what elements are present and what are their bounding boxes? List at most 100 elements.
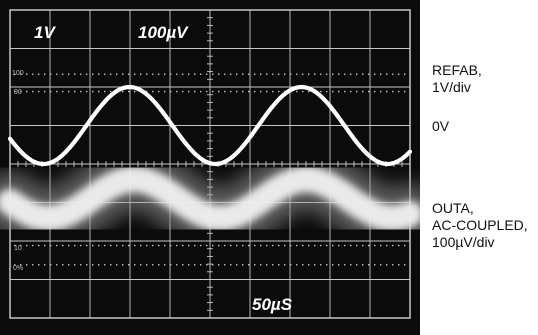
- marker-dot: [92, 90, 94, 93]
- marker-dot: [98, 73, 100, 75]
- marker-dot: [62, 90, 64, 93]
- marker-dot: [158, 90, 160, 93]
- marker-100-label: 100: [12, 70, 24, 77]
- marker-dot: [194, 244, 196, 247]
- marker-dot: [392, 73, 394, 75]
- marker-dot: [266, 264, 268, 266]
- marker-dot: [206, 73, 208, 75]
- marker-dot: [326, 73, 328, 75]
- marker-dot: [350, 264, 352, 266]
- marker-dot: [404, 90, 406, 93]
- marker-dot: [86, 244, 88, 247]
- marker-dot: [320, 264, 322, 266]
- marker-dot: [374, 264, 376, 266]
- marker-dot: [320, 244, 322, 247]
- marker-dot: [38, 73, 40, 75]
- ch2-channel-label: OUTA, AC-COUPLED, 100µV/div: [432, 200, 528, 250]
- marker-dot: [284, 73, 286, 75]
- ch1-scale-label: 1V: [34, 23, 56, 42]
- marker-dot: [56, 73, 58, 75]
- marker-dot: [332, 264, 334, 266]
- marker-dot: [398, 264, 400, 266]
- marker-dot: [350, 90, 352, 93]
- marker-dot: [332, 244, 334, 247]
- marker-dot: [224, 90, 226, 93]
- marker-dot: [386, 264, 388, 266]
- marker-dot: [86, 90, 88, 93]
- marker-dot: [242, 90, 244, 93]
- marker-dot: [278, 73, 280, 75]
- marker-dot: [350, 244, 352, 247]
- marker-dot: [56, 90, 58, 93]
- marker-dot: [362, 244, 364, 247]
- marker-dot: [326, 264, 328, 266]
- marker-dot: [278, 244, 280, 247]
- marker-dot: [200, 264, 202, 266]
- marker-dot: [296, 264, 298, 266]
- marker-dot: [74, 90, 76, 93]
- marker-dot: [152, 90, 154, 93]
- marker-dot: [272, 244, 274, 247]
- marker-dot: [242, 264, 244, 266]
- marker-dot: [290, 73, 292, 75]
- marker-dot: [20, 264, 22, 266]
- marker-dot: [254, 244, 256, 247]
- marker-dot: [80, 73, 82, 75]
- marker-dot: [368, 90, 370, 93]
- marker-dot: [344, 90, 346, 93]
- marker-dot: [32, 90, 34, 93]
- marker-dot: [218, 73, 220, 75]
- marker-dot: [224, 264, 226, 266]
- oscilloscope-screen: 1V 100µV 100 90 10 0% 50µS: [0, 0, 420, 335]
- marker-dot: [146, 244, 148, 247]
- marker-dot: [320, 90, 322, 93]
- marker-dot: [188, 244, 190, 247]
- marker-dot: [134, 244, 136, 247]
- marker-dot: [302, 264, 304, 266]
- ch1-channel-label: REFAB, 1V/div: [432, 62, 482, 95]
- marker-dot: [308, 244, 310, 247]
- marker-dot: [308, 90, 310, 93]
- marker-dot: [182, 73, 184, 75]
- marker-dot: [338, 73, 340, 75]
- marker-dot: [62, 264, 64, 266]
- marker-dot: [14, 264, 16, 266]
- marker-dot: [248, 90, 250, 93]
- marker-dot: [140, 73, 142, 75]
- marker-dot: [32, 264, 34, 266]
- marker-dot: [332, 90, 334, 93]
- marker-dot: [158, 264, 160, 266]
- marker-dot: [194, 264, 196, 266]
- marker-dot: [20, 244, 22, 247]
- marker-dot: [74, 73, 76, 75]
- marker-dot: [290, 264, 292, 266]
- marker-dot: [170, 244, 172, 247]
- marker-dot: [50, 264, 52, 266]
- marker-dot: [164, 264, 166, 266]
- marker-dot: [368, 264, 370, 266]
- marker-dot: [176, 264, 178, 266]
- marker-dot: [218, 90, 220, 93]
- marker-dot: [224, 73, 226, 75]
- marker-dot: [182, 264, 184, 266]
- marker-dot: [128, 264, 130, 266]
- marker-dot: [392, 264, 394, 266]
- marker-dot: [140, 244, 142, 247]
- marker-dot: [38, 90, 40, 93]
- marker-dot: [266, 244, 268, 247]
- marker-dot: [236, 73, 238, 75]
- marker-dot: [266, 73, 268, 75]
- marker-dot: [236, 264, 238, 266]
- marker-dot: [80, 264, 82, 266]
- marker-dot: [134, 264, 136, 266]
- marker-dot: [110, 90, 112, 93]
- marker-dot: [170, 90, 172, 93]
- marker-dot: [176, 73, 178, 75]
- marker-dot: [188, 73, 190, 75]
- marker-dot: [338, 264, 340, 266]
- marker-dot: [314, 264, 316, 266]
- marker-dot: [194, 90, 196, 93]
- marker-dot: [380, 264, 382, 266]
- marker-dot: [380, 90, 382, 93]
- marker-dot: [32, 73, 34, 75]
